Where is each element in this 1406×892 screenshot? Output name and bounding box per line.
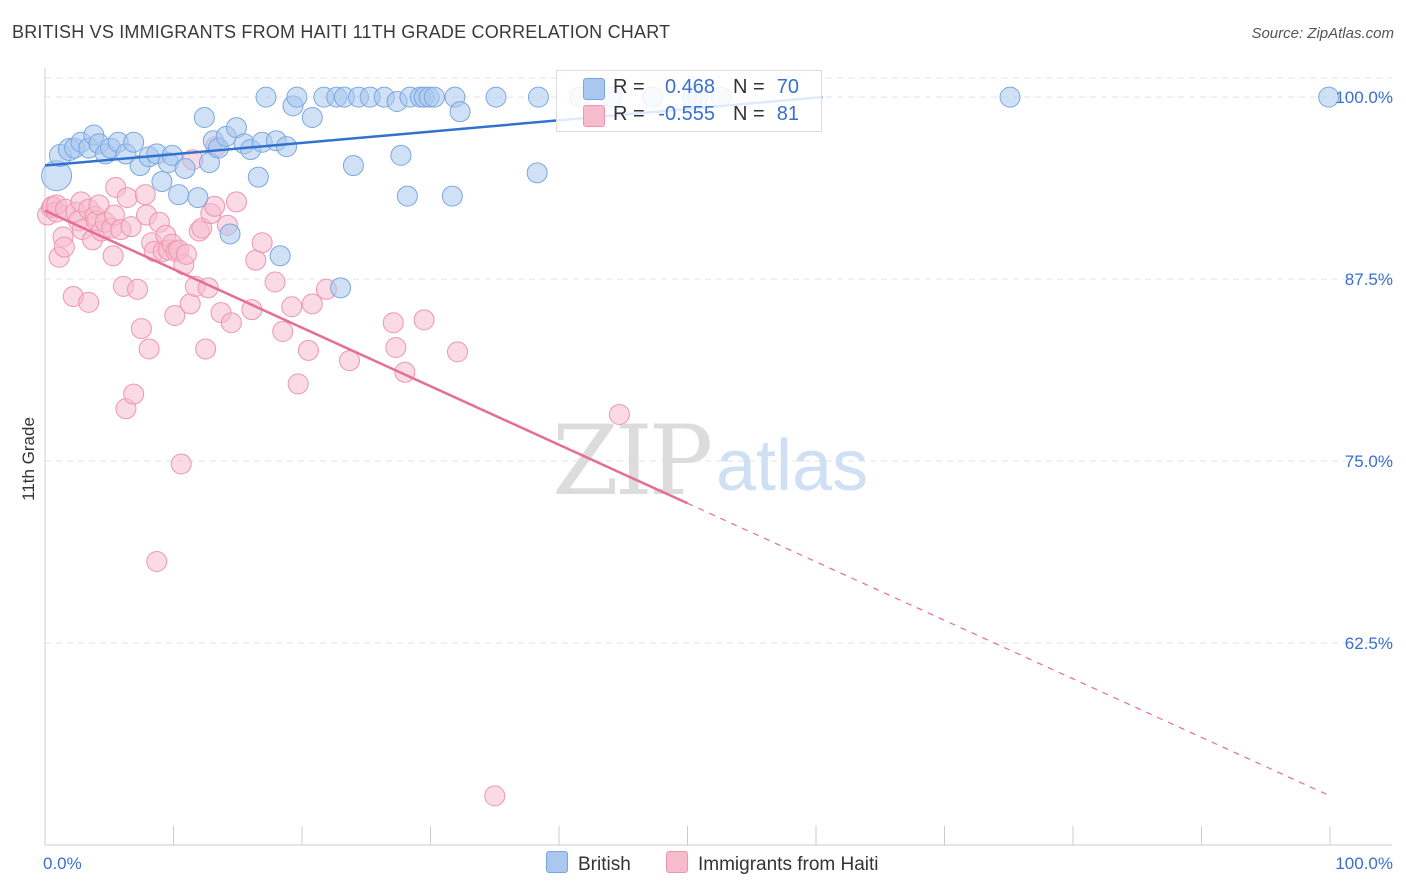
british-point xyxy=(301,106,323,128)
haiti-point xyxy=(264,271,286,293)
y-tick-label: 62.5% xyxy=(1345,634,1393,653)
haiti-n-value: 81 xyxy=(776,103,799,125)
haiti-point xyxy=(272,320,294,342)
british-r-label: R = xyxy=(613,76,645,98)
haiti-point xyxy=(484,785,506,807)
british-point xyxy=(999,86,1021,108)
british-point xyxy=(286,86,308,108)
haiti-legend-swatch xyxy=(666,851,688,873)
haiti-point xyxy=(102,245,124,267)
haiti-legend-label: Immigrants from Haiti xyxy=(698,854,879,875)
chart-title: BRITISH VS IMMIGRANTS FROM HAITI 11TH GR… xyxy=(12,22,671,42)
haiti-point xyxy=(127,278,149,300)
x-tick-label: 0.0% xyxy=(43,854,82,873)
haiti-point xyxy=(116,187,138,209)
haiti-n-label: N = xyxy=(733,103,765,125)
british-point xyxy=(1318,86,1340,108)
british-legend-swatch xyxy=(546,851,568,873)
british-point xyxy=(123,131,145,153)
grid-lines xyxy=(45,77,1392,644)
british-point xyxy=(485,86,507,108)
haiti-points xyxy=(37,136,630,807)
haiti-point xyxy=(78,291,100,313)
haiti-point xyxy=(220,312,242,334)
correlation-legend: R = 0.468 N = 70 R = -0.555 N = 81 xyxy=(556,70,822,132)
british-point xyxy=(168,184,190,206)
haiti-point xyxy=(446,341,468,363)
haiti-point xyxy=(251,232,273,254)
british-swatch xyxy=(583,78,605,100)
haiti-trend-extension xyxy=(687,502,1331,797)
haiti-point xyxy=(134,184,156,206)
x-tick-label: 100.0% xyxy=(1335,854,1393,873)
haiti-point xyxy=(608,403,630,425)
british-point xyxy=(449,101,471,123)
haiti-point xyxy=(179,293,201,315)
source-label: Source: ZipAtlas.com xyxy=(1251,25,1394,42)
haiti-point xyxy=(385,337,407,359)
watermark-atlas: atlas xyxy=(716,426,868,506)
british-point xyxy=(269,245,291,267)
haiti-point xyxy=(120,216,142,238)
british-point xyxy=(193,106,215,128)
british-point xyxy=(174,157,196,179)
haiti-point xyxy=(301,293,323,315)
tick-labels: 100.0% 87.5% 75.0% 62.5% 0.0% 100.0% xyxy=(43,88,1393,873)
haiti-point xyxy=(53,236,75,258)
haiti-r-value: -0.555 xyxy=(658,103,715,125)
british-legend-label: British xyxy=(578,854,631,875)
british-n-value: 70 xyxy=(776,76,799,98)
haiti-r-label: R = xyxy=(613,103,645,125)
british-point xyxy=(276,136,298,158)
legend-row-haiti: R = -0.555 N = 81 xyxy=(557,102,821,128)
haiti-point xyxy=(146,551,168,573)
legend-item-haiti: Immigrants from Haiti xyxy=(666,851,879,876)
haiti-point xyxy=(170,453,192,475)
axes xyxy=(44,68,1392,846)
y-tick-label: 75.0% xyxy=(1345,452,1393,471)
watermark: ZIP atlas xyxy=(552,405,868,517)
haiti-swatch xyxy=(583,105,605,127)
haiti-point xyxy=(413,309,435,331)
british-point xyxy=(527,86,549,108)
haiti-point xyxy=(204,195,226,217)
british-point xyxy=(396,185,418,207)
british-point xyxy=(330,277,352,299)
british-point xyxy=(219,223,241,245)
haiti-point xyxy=(123,383,145,405)
haiti-trend-line xyxy=(44,209,689,505)
haiti-point xyxy=(175,243,197,265)
british-point xyxy=(526,162,548,184)
y-tick-label: 100.0% xyxy=(1335,88,1393,107)
haiti-point xyxy=(281,296,303,318)
british-point xyxy=(423,86,445,108)
y-tick-label: 87.5% xyxy=(1345,270,1393,289)
haiti-point xyxy=(130,318,152,340)
british-n-label: N = xyxy=(733,76,765,98)
legend-item-british: British xyxy=(546,851,631,876)
british-r-value: 0.468 xyxy=(664,76,715,98)
british-point xyxy=(390,144,412,166)
legend-row-british: R = 0.468 N = 70 xyxy=(557,75,821,101)
haiti-point xyxy=(287,373,309,395)
british-point xyxy=(255,86,277,108)
haiti-point xyxy=(225,191,247,213)
watermark-zip: ZIP xyxy=(552,405,711,517)
haiti-point xyxy=(164,304,186,326)
british-point xyxy=(342,155,364,177)
british-point xyxy=(247,166,269,188)
haiti-point xyxy=(138,338,160,360)
british-point xyxy=(187,187,209,209)
haiti-point xyxy=(382,312,404,334)
haiti-point xyxy=(297,339,319,361)
british-point xyxy=(151,171,173,193)
haiti-point xyxy=(195,338,217,360)
british-point xyxy=(441,185,463,207)
